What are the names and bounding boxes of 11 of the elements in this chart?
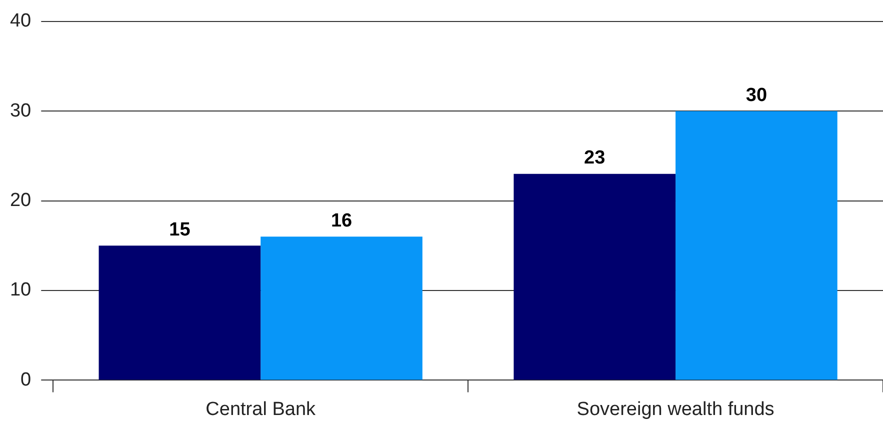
y-tick-label: 20 [10, 190, 32, 212]
data-label: 30 [746, 84, 768, 106]
data-label: 15 [169, 219, 191, 240]
y-tick-label: 10 [10, 280, 32, 301]
x-tick-label: Central Bank [206, 398, 316, 420]
data-label: 23 [584, 148, 606, 169]
y-tick-label: 0 [20, 369, 32, 390]
data-label: 16 [330, 210, 352, 232]
y-tick-label: 40 [10, 10, 32, 32]
y-tick-label: 30 [10, 100, 32, 122]
x-tick-label: Sovereign wealth funds [576, 398, 774, 420]
